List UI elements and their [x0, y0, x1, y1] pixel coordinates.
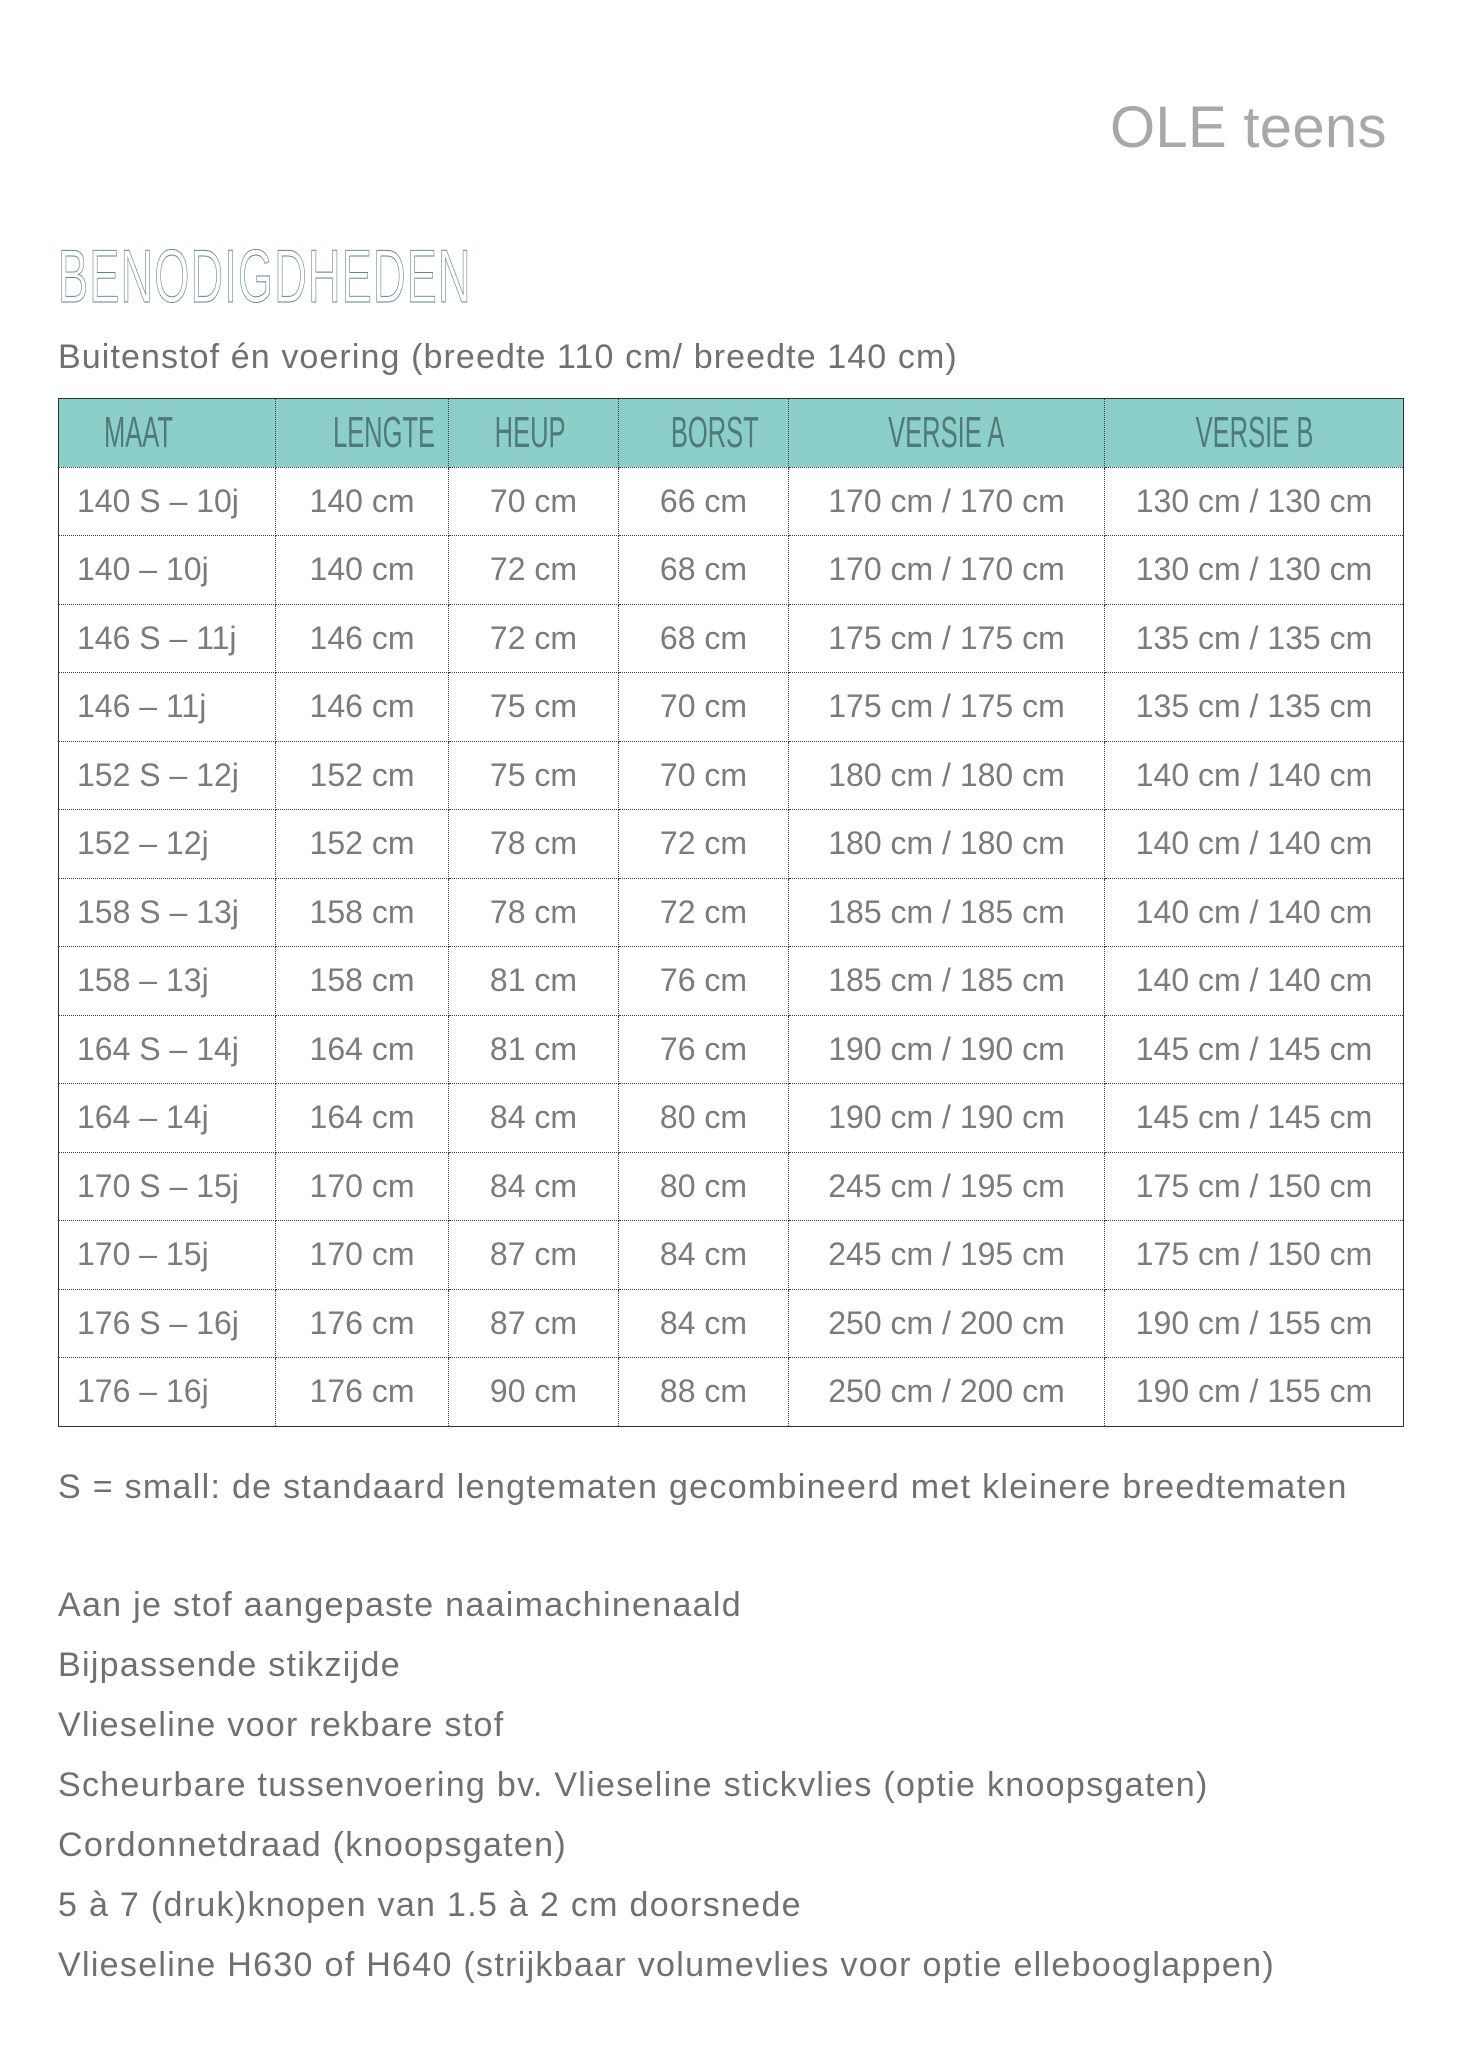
svg-text:BENODIGDHEDEN: BENODIGDHEDEN	[58, 235, 472, 319]
